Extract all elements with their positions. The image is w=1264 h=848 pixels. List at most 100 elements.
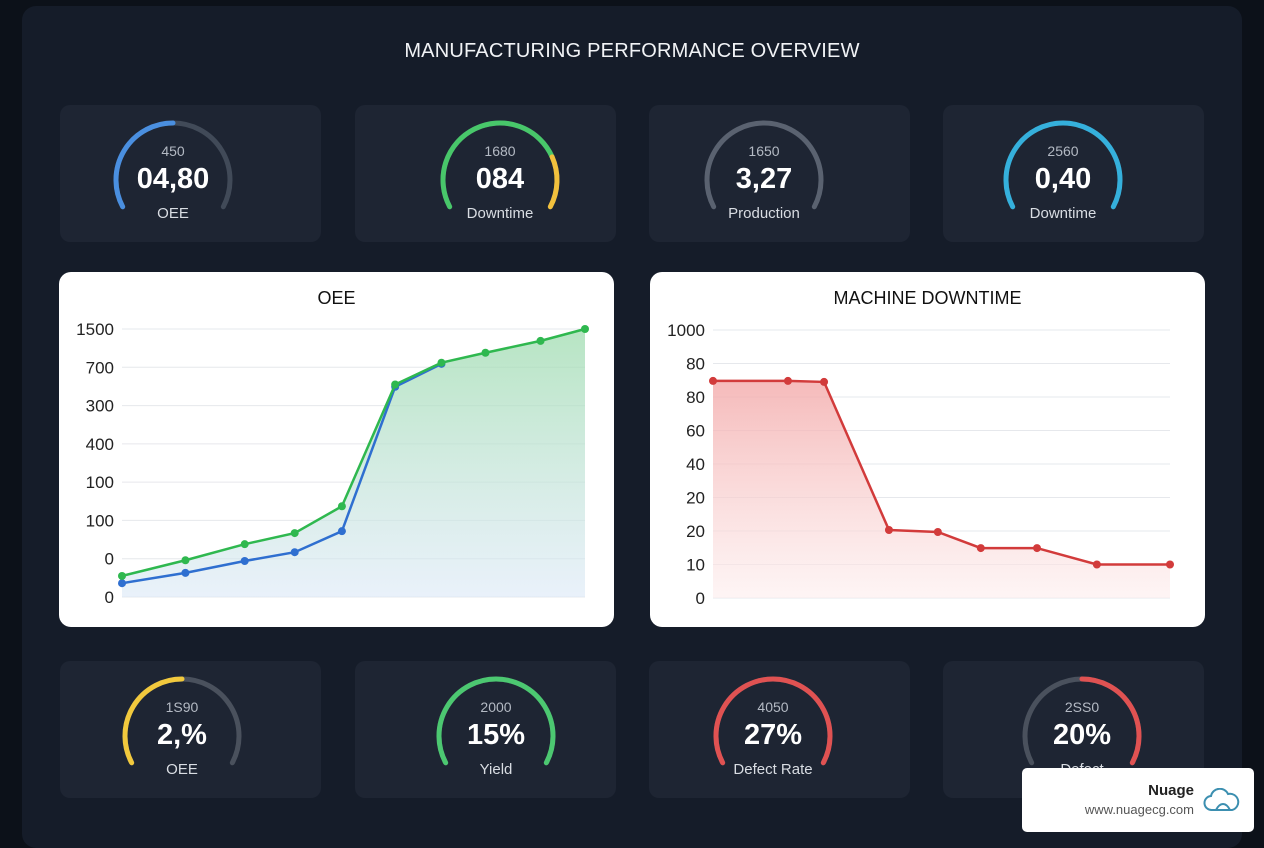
data-point bbox=[820, 377, 829, 386]
data-point bbox=[118, 571, 126, 580]
y-tick-label: 1000 bbox=[667, 321, 705, 340]
data-point bbox=[976, 544, 985, 553]
gauge-subvalue: 1680 bbox=[484, 143, 516, 159]
gauge-value: 27% bbox=[743, 719, 803, 751]
data-point bbox=[391, 380, 400, 389]
kpi-card: 2560 0,40 Downtime bbox=[943, 105, 1204, 242]
data-point bbox=[118, 579, 126, 588]
gauge-segment bbox=[713, 676, 833, 766]
badge-name: Nuage bbox=[1148, 782, 1194, 799]
gauge-subvalue: 2560 bbox=[1047, 143, 1079, 159]
kpi-card: 450 04,80 OEE bbox=[60, 105, 321, 242]
data-point bbox=[581, 325, 589, 333]
oee-chart-card: OEE 0 0 100 100 400 300 700 1500 bbox=[59, 272, 614, 627]
data-point bbox=[337, 527, 346, 536]
data-point bbox=[181, 568, 190, 577]
gauge-subvalue: 1S90 bbox=[165, 699, 199, 715]
gauge-segment bbox=[113, 120, 176, 210]
data-point bbox=[1166, 560, 1174, 569]
data-point bbox=[290, 548, 299, 557]
gauge-arc bbox=[1022, 676, 1142, 766]
y-tick-label: 100 bbox=[86, 511, 114, 530]
gauge-arc bbox=[436, 676, 556, 766]
data-point bbox=[437, 358, 446, 367]
page-title: MANUFACTURING PERFORMANCE OVERVIEW bbox=[404, 40, 860, 62]
gauge-value: 15% bbox=[466, 719, 526, 751]
data-point bbox=[783, 376, 792, 385]
y-tick-label: 100 bbox=[86, 473, 114, 492]
gauge-label: Production bbox=[728, 205, 800, 222]
y-tick-label: 80 bbox=[686, 355, 705, 374]
series-area bbox=[122, 329, 585, 597]
data-point bbox=[1033, 544, 1042, 553]
gauge-value: 3,27 bbox=[735, 163, 793, 195]
kpi-card: 2000 15% Yield bbox=[355, 661, 616, 798]
gauge-segment bbox=[1079, 676, 1142, 766]
gauge-value: 20% bbox=[1052, 719, 1112, 751]
kpi-card: 4050 27% Defect Rate bbox=[649, 661, 910, 798]
kpi-card: 1650 3,27 Production bbox=[649, 105, 910, 242]
chart-title: MACHINE DOWNTIME bbox=[833, 288, 1022, 308]
gauge-subvalue: 4050 bbox=[757, 699, 789, 715]
gauge-arc bbox=[440, 120, 560, 210]
gauge-subvalue: 2000 bbox=[480, 699, 512, 715]
gauge-segment bbox=[704, 120, 824, 210]
gauge-label: Yield bbox=[479, 761, 513, 778]
gauge: 1S90 2,% OEE bbox=[112, 661, 252, 798]
y-tick-label: 300 bbox=[86, 397, 114, 416]
gauge-subvalue: 1650 bbox=[748, 143, 780, 159]
y-tick-label: 60 bbox=[686, 422, 705, 441]
y-tick-label: 20 bbox=[686, 522, 705, 541]
gauge: 450 04,80 OEE bbox=[103, 105, 243, 242]
gauge-value: 084 bbox=[475, 163, 525, 195]
y-tick-label: 0 bbox=[105, 550, 114, 569]
gauge-subvalue: 2SS0 bbox=[1064, 699, 1100, 715]
data-point bbox=[884, 525, 893, 534]
gauge: 4050 27% Defect Rate bbox=[703, 661, 843, 798]
data-point bbox=[933, 528, 942, 537]
gauge-arc bbox=[713, 676, 833, 766]
gauge-segment bbox=[1003, 120, 1123, 210]
gauge-label: Downtime bbox=[1029, 205, 1097, 222]
gauge-value: 2,% bbox=[157, 719, 207, 751]
y-tick-label: 80 bbox=[686, 388, 705, 407]
downtime-chart-card: MACHINE DOWNTIME 0 10 20 20 40 60 80 80 1000 bbox=[650, 272, 1205, 627]
gauge: 2560 0,40 Downtime bbox=[993, 105, 1133, 242]
data-point bbox=[709, 376, 717, 385]
gauge-arc bbox=[1003, 120, 1123, 210]
data-point bbox=[240, 540, 249, 549]
gauge-segment bbox=[440, 120, 555, 210]
nuage-badge[interactable]: Nuage www.nuagecg.com bbox=[1022, 768, 1254, 832]
gauge-value: 04,80 bbox=[136, 163, 210, 195]
y-tick-label: 40 bbox=[686, 455, 705, 474]
y-tick-label: 0 bbox=[696, 589, 705, 608]
y-tick-label: 10 bbox=[686, 556, 705, 575]
data-point bbox=[181, 556, 190, 565]
y-tick-label: 700 bbox=[86, 358, 114, 377]
data-point bbox=[337, 502, 346, 511]
chart-title: OEE bbox=[317, 288, 356, 308]
data-point bbox=[290, 529, 299, 538]
gauge-label: Defect Rate bbox=[733, 761, 813, 778]
kpi-card: 1S90 2,% OEE bbox=[60, 661, 321, 798]
data-point bbox=[536, 336, 545, 345]
data-point bbox=[240, 557, 249, 566]
gauge-arc bbox=[113, 120, 233, 210]
y-tick-label: 1500 bbox=[76, 320, 114, 339]
y-tick-label: 20 bbox=[686, 489, 705, 508]
oee-chart: 0 0 100 100 400 300 700 1500 bbox=[76, 320, 589, 607]
gauge: 1650 3,27 Production bbox=[694, 105, 834, 242]
gauge-segment bbox=[436, 676, 556, 766]
gauge-label: Downtime bbox=[466, 205, 534, 222]
gauge-segment bbox=[547, 154, 560, 210]
badge-url[interactable]: www.nuagecg.com bbox=[1084, 802, 1194, 817]
series-area bbox=[713, 380, 1170, 598]
gauge-arc bbox=[122, 676, 242, 766]
y-tick-label: 0 bbox=[105, 588, 114, 607]
y-tick-label: 400 bbox=[86, 435, 114, 454]
gauge: 2000 15% Yield bbox=[426, 661, 566, 798]
gauge-segment bbox=[122, 676, 185, 766]
cloud-icon bbox=[1203, 788, 1240, 811]
gauge-label: OEE bbox=[166, 761, 198, 778]
